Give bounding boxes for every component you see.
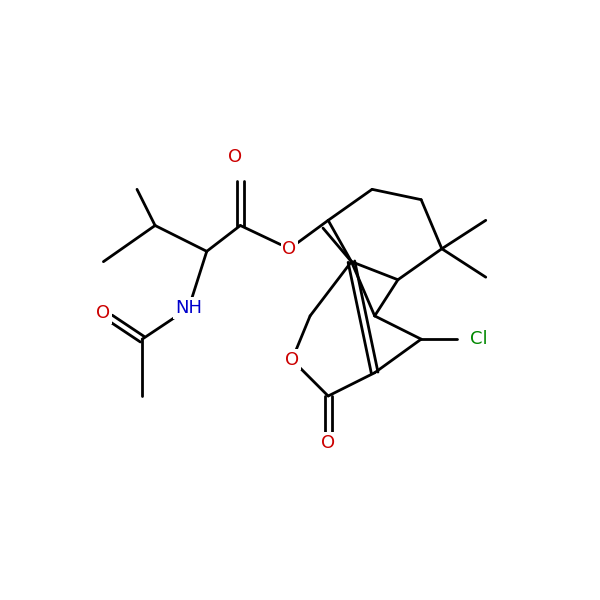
Text: O: O bbox=[283, 240, 296, 258]
Text: O: O bbox=[321, 434, 335, 452]
Text: NH: NH bbox=[175, 299, 202, 317]
Text: O: O bbox=[228, 148, 242, 166]
Text: Cl: Cl bbox=[470, 330, 488, 348]
Text: O: O bbox=[285, 351, 299, 369]
Text: O: O bbox=[97, 304, 110, 322]
